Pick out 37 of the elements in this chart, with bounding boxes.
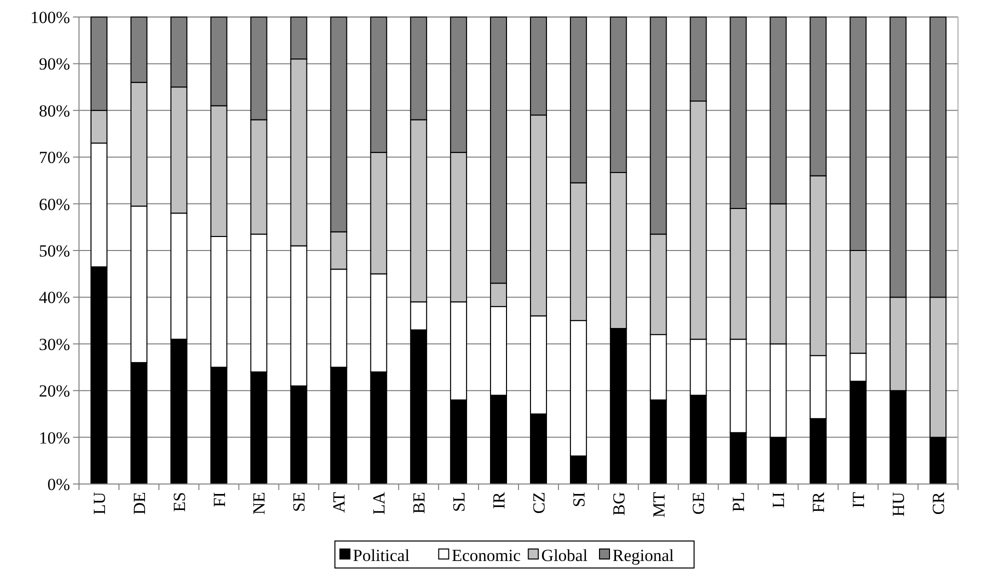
- x-tick-label: LI: [769, 492, 788, 508]
- y-tick-label: 60%: [38, 194, 70, 214]
- y-tick-label: 40%: [38, 288, 70, 308]
- x-tick-label: CZ: [529, 492, 548, 514]
- x-tick-label: NE: [250, 492, 269, 515]
- y-tick-label: 90%: [38, 54, 70, 74]
- y-tick-label: 50%: [38, 241, 70, 260]
- legend-label: Global: [541, 546, 588, 565]
- y-tick-label: 10%: [38, 428, 70, 448]
- x-tick-label: BG: [609, 492, 628, 516]
- x-tick-label: DE: [130, 492, 149, 515]
- x-tick-label: GE: [689, 492, 708, 515]
- x-tick-label: IT: [849, 491, 868, 508]
- x-tick-label: SE: [290, 492, 309, 512]
- x-tick-label: LA: [370, 491, 389, 515]
- x-tick-label: BE: [410, 492, 429, 514]
- y-tick-label: 0%: [47, 474, 70, 494]
- x-tick-label: CR: [928, 491, 948, 515]
- legend-label: Political: [352, 546, 410, 565]
- y-tick-label: 70%: [38, 148, 70, 168]
- x-tick-label: SI: [569, 492, 588, 508]
- x-tick-label: ES: [170, 492, 189, 512]
- legend-label: Regional: [612, 546, 674, 565]
- x-tick-label: FR: [809, 491, 828, 513]
- y-tick-label: 20%: [38, 382, 70, 401]
- y-tick-label: 30%: [38, 334, 70, 354]
- x-tick-label: IR: [489, 491, 508, 509]
- x-tick-label: LU: [90, 492, 109, 515]
- x-tick-label: PL: [729, 492, 748, 512]
- x-tick-label: FI: [210, 492, 229, 508]
- legend-label: Economic: [452, 546, 522, 565]
- y-tick-label: 100%: [30, 8, 70, 27]
- y-tick-label: 80%: [38, 101, 70, 120]
- x-tick-label: AT: [330, 491, 349, 513]
- x-tick-label: MT: [649, 491, 668, 518]
- x-tick-label: HU: [889, 492, 908, 517]
- x-tick-label: SL: [450, 492, 469, 512]
